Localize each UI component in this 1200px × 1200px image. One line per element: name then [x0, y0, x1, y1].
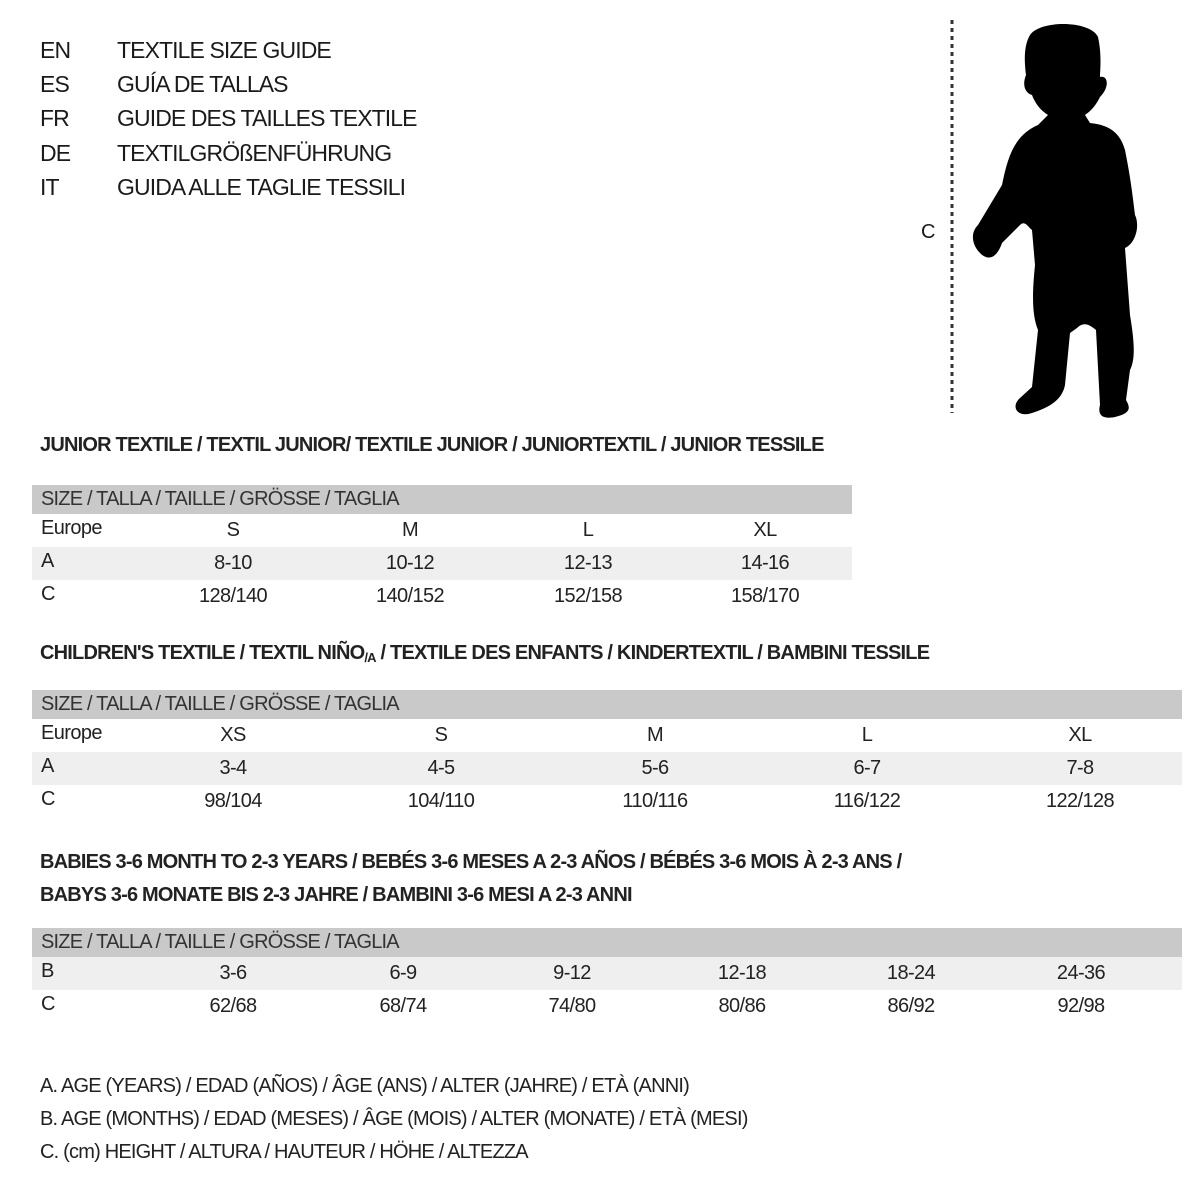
- legend-a: A. AGE (YEARS) / EDAD (AÑOS) / ÂGE (ANS)…: [40, 1075, 690, 1097]
- table-cell: 5-6: [641, 757, 669, 779]
- title-rest: / TEXTILE DES ENFANTS / KINDERTEXTIL / B…: [375, 642, 931, 664]
- row-label: C: [41, 788, 55, 810]
- size-table-babies: SIZE / TALLA / TAILLE / GRÖSSE / TAGLIA B…: [32, 928, 1182, 1023]
- table-cell: 3-4: [219, 757, 247, 779]
- table-header: SIZE / TALLA / TAILLE / GRÖSSE / TAGLIA: [32, 690, 1182, 719]
- table-cell: 7-8: [1066, 757, 1094, 779]
- table-cell: 116/122: [833, 790, 901, 812]
- section-title-babies-line1: BABIES 3-6 MONTH TO 2-3 YEARS / BEBÉS 3-…: [40, 851, 902, 873]
- row-label: A: [41, 755, 54, 777]
- table-row: Europe S M L XL: [32, 514, 852, 547]
- table-cell: 86/92: [887, 995, 935, 1017]
- height-measure-label: C: [921, 221, 935, 243]
- title-text: GUIDA ALLE TAGLIE TESSILI: [117, 174, 406, 200]
- title-text: GUÍA DE TALLAS: [117, 71, 289, 97]
- child-silhouette-icon: [950, 20, 1138, 418]
- table-cell: 104/110: [407, 790, 475, 812]
- table-row: A 8-10 10-12 12-13 14-16: [32, 547, 852, 580]
- table-cell: 80/86: [718, 995, 766, 1017]
- table-header: SIZE / TALLA / TAILLE / GRÖSSE / TAGLIA: [32, 928, 1182, 957]
- row-label: B: [41, 960, 54, 982]
- table-cell: 10-12: [385, 552, 435, 574]
- table-cell: XS: [220, 724, 246, 746]
- title-main: CHILDREN'S TEXTILE / TEXTIL NIÑO: [40, 642, 365, 664]
- table-cell: 110/116: [622, 790, 688, 812]
- section-title-junior: JUNIOR TEXTILE / TEXTIL JUNIOR/ TEXTILE …: [40, 434, 824, 456]
- table-row: C 128/140 140/152 152/158 158/170: [32, 580, 852, 613]
- table-cell: 68/74: [379, 995, 427, 1017]
- table-cell: S: [226, 519, 240, 541]
- lang-code: EN: [40, 37, 71, 63]
- table-cell: S: [434, 724, 448, 746]
- table-cell: XL: [753, 519, 777, 541]
- table-row: A 3-4 4-5 5-6 6-7 7-8: [32, 752, 1182, 785]
- table-cell: 3-6: [219, 962, 247, 984]
- table-cell: 24-36: [1056, 962, 1106, 984]
- table-cell: 98/104: [204, 790, 262, 812]
- table-cell: 92/98: [1057, 995, 1105, 1017]
- title-text: TEXTILGRÖßENFÜHRUNG: [117, 140, 392, 166]
- legend-b: B. AGE (MONTHS) / EDAD (MESES) / ÂGE (MO…: [40, 1108, 748, 1130]
- size-table-junior: SIZE / TALLA / TAILLE / GRÖSSE / TAGLIA E…: [32, 485, 852, 613]
- table-cell: 14-16: [740, 552, 790, 574]
- table-cell: 12-13: [563, 552, 613, 574]
- table-row: C 98/104 104/110 110/116 116/122 122/128: [32, 785, 1182, 818]
- table-header: SIZE / TALLA / TAILLE / GRÖSSE / TAGLIA: [32, 485, 852, 514]
- row-label: C: [41, 583, 55, 605]
- row-label: A: [41, 550, 54, 572]
- table-cell: 62/68: [209, 995, 257, 1017]
- table-cell: M: [646, 724, 664, 746]
- table-row: Europe XS S M L XL: [32, 719, 1182, 752]
- table-cell: 6-9: [389, 962, 417, 984]
- table-cell: 18-24: [886, 962, 936, 984]
- table-cell: 8-10: [214, 552, 252, 574]
- row-label: C: [41, 993, 55, 1015]
- table-cell: 6-7: [853, 757, 881, 779]
- legend-c: C. (cm) HEIGHT / ALTURA / HAUTEUR / HÖHE…: [40, 1141, 529, 1163]
- table-cell: XL: [1068, 724, 1092, 746]
- lang-code: DE: [40, 140, 71, 166]
- size-table-children: SIZE / TALLA / TAILLE / GRÖSSE / TAGLIA E…: [32, 690, 1182, 818]
- table-cell: 140/152: [375, 585, 445, 607]
- table-row: B 3-6 6-9 9-12 12-18 18-24 24-36: [32, 957, 1182, 990]
- table-cell: M: [401, 519, 419, 541]
- row-label: Europe: [41, 517, 103, 539]
- table-row: C 62/68 68/74 74/80 80/86 86/92 92/98: [32, 990, 1182, 1023]
- table-cell: 74/80: [548, 995, 596, 1017]
- title-text: GUIDE DES TAILLES TEXTILE: [117, 105, 418, 131]
- table-cell: 12-18: [717, 962, 767, 984]
- section-title-children: CHILDREN'S TEXTILE / TEXTIL NIÑO/A / TEX…: [40, 640, 931, 671]
- title-text: TEXTILE SIZE GUIDE: [117, 37, 332, 63]
- lang-code: IT: [40, 174, 60, 200]
- table-cell: 128/140: [198, 585, 268, 607]
- table-cell: L: [861, 724, 873, 746]
- section-title-babies-line2: BABYS 3-6 MONATE BIS 2-3 JAHRE / BAMBINI…: [40, 884, 633, 906]
- lang-code: FR: [40, 105, 70, 131]
- lang-code: ES: [40, 71, 70, 97]
- table-cell: L: [582, 519, 594, 541]
- row-label: Europe: [41, 722, 103, 744]
- table-cell: 4-5: [427, 757, 455, 779]
- title-subscript: /A: [364, 650, 376, 665]
- table-cell: 122/128: [1045, 790, 1115, 812]
- table-cell: 9-12: [553, 962, 591, 984]
- table-cell: 152/158: [553, 585, 623, 607]
- table-cell: 158/170: [730, 585, 800, 607]
